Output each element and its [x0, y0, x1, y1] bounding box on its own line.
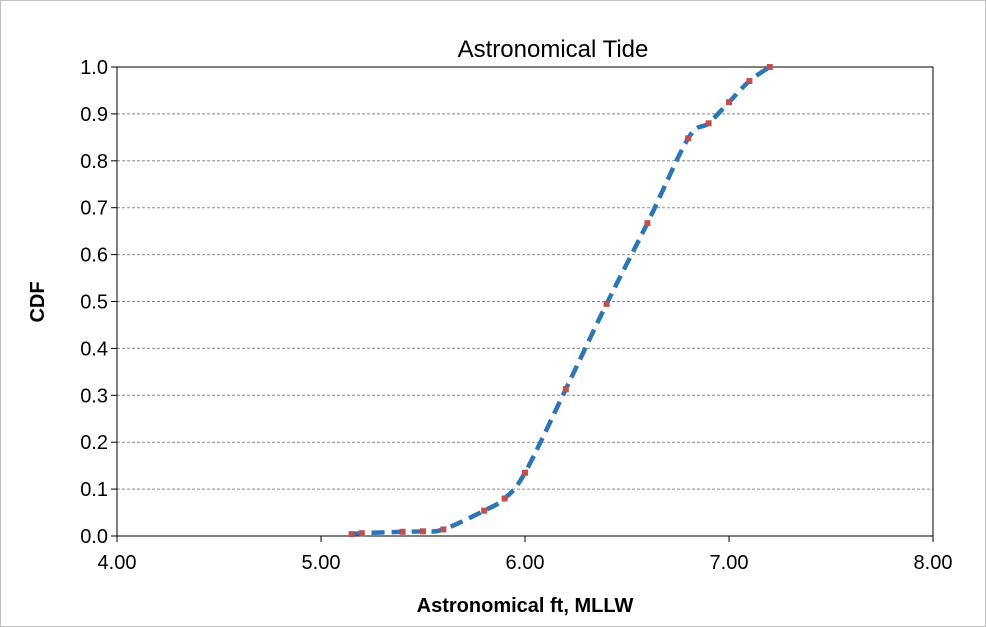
y-tick-label: 0.1: [80, 479, 108, 501]
cdf-data-point: [603, 300, 610, 307]
x-tick-label: 8.00: [914, 552, 953, 574]
cdf-data-point: [501, 495, 508, 502]
x-tick-label: 6.00: [506, 552, 545, 574]
y-tick-label: 0.9: [80, 104, 108, 126]
y-tick-label: 0.2: [80, 432, 108, 454]
y-tick-label: 0.6: [80, 245, 108, 267]
x-axis: 4.00 5.00 6.00 7.00 8.00: [98, 536, 953, 574]
cdf-data-point: [685, 135, 692, 142]
cdf-series-line: [351, 65, 772, 537]
cdf-data-point: [746, 78, 753, 85]
y-tick-label: 0.3: [80, 385, 108, 407]
cdf-data-point: [399, 528, 406, 535]
cdf-data-point: [420, 528, 426, 535]
cdf-data-point: [440, 526, 447, 533]
y-axis: 0.0 0.1 0.2 0.3 0.4 0.5 0.6 0.7 0.8 0.9 1.0: [80, 57, 117, 548]
cdf-data-point: [358, 530, 365, 537]
y-tick-label: 0.8: [80, 151, 108, 173]
y-tick-label: 0.5: [80, 292, 108, 314]
y-tick-label: 0.4: [80, 338, 108, 360]
cdf-data-point: [705, 120, 712, 127]
x-axis-title: Astronomical ft, MLLW: [417, 595, 634, 617]
cdf-data-point: [726, 99, 732, 106]
cdf-data-point: [766, 64, 773, 70]
gridlines: [117, 113, 933, 490]
y-tick-label: 0.0: [80, 526, 108, 548]
x-tick-label: 7.00: [710, 552, 749, 574]
cdf-data-point: [481, 507, 488, 514]
chart-title: Astronomical Tide: [458, 36, 649, 63]
series-group: [348, 64, 773, 538]
x-tick-label: 5.00: [302, 552, 341, 574]
y-tick-label: 0.7: [80, 198, 108, 220]
y-tick-label: 1.0: [80, 57, 108, 79]
cdf-data-point: [348, 531, 355, 538]
cdf-data-point: [562, 386, 569, 393]
y-axis-title: CDF: [27, 281, 49, 322]
cdf-data-point: [644, 220, 651, 227]
x-tick-label: 4.00: [98, 552, 137, 574]
cdf-data-point: [522, 469, 528, 476]
